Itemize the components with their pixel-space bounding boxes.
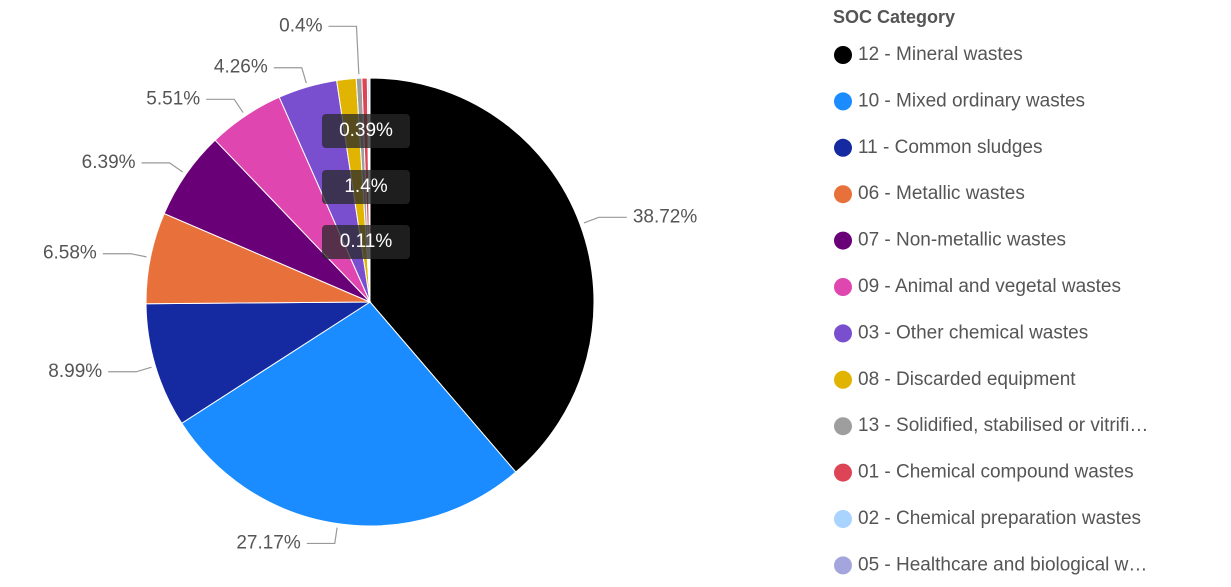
data-label: 38.72% [633,206,698,227]
legend-marker [834,138,852,157]
legend-marker [834,556,852,575]
label-box [322,170,410,204]
pie-slice [145,301,372,425]
legend-marker [834,46,852,64]
leader-line [583,216,627,224]
data-label: 27.17% [236,532,301,553]
leader-line [206,98,244,113]
legend-label: 07 - Non-metallic wastes [858,230,1066,251]
legend-marker [834,324,852,343]
legend-title: SOC Category [833,7,955,27]
legend-label: 08 - Discarded equipment [858,369,1076,390]
data-label: 6.39% [82,152,136,173]
legend-marker [834,231,852,250]
legend-marker [834,370,852,389]
data-label: 8.99% [48,361,102,382]
legend-label: 10 - Mixed ordinary wastes [858,90,1085,111]
legend-label: 06 - Metallic wastes [858,183,1025,204]
legend-label: 03 - Other chemical wastes [858,322,1088,343]
data-label: 1.4% [344,176,387,197]
legend-marker [834,417,852,436]
data-label: 0.11% [340,231,393,252]
legend-marker [834,92,852,111]
legend-marker [834,185,852,204]
legend-label: 05 - Healthcare and biological w… [858,554,1147,575]
label-box [322,225,410,259]
legend-label: 13 - Solidified, stabilised or vitrifi… [858,415,1148,436]
leader-line [328,25,360,75]
legend-label: 12 - Mineral wastes [858,44,1023,65]
legend-marker [834,278,852,296]
leader-line [306,527,338,545]
legend-label: 01 - Chemical compound wastes [858,462,1134,483]
leader-line [273,67,307,84]
data-label: 5.51% [146,88,200,109]
data-label: 0.39% [339,120,393,141]
pie-slice [369,77,595,473]
data-label: 6.58% [43,243,97,264]
data-label: 0.4% [279,15,322,36]
legend-marker [834,510,852,528]
legend-label: 02 - Chemical preparation wastes [858,508,1141,529]
pie-slice [181,301,517,527]
legend-marker [834,463,852,482]
legend-label: 09 - Animal and vegetal wastes [858,276,1121,297]
data-label: 4.26% [214,57,268,78]
label-box [322,114,410,148]
legend-label: 11 - Common sludges [858,137,1042,158]
leader-line [141,162,184,173]
leader-line [108,366,152,373]
leader-line [102,253,147,258]
